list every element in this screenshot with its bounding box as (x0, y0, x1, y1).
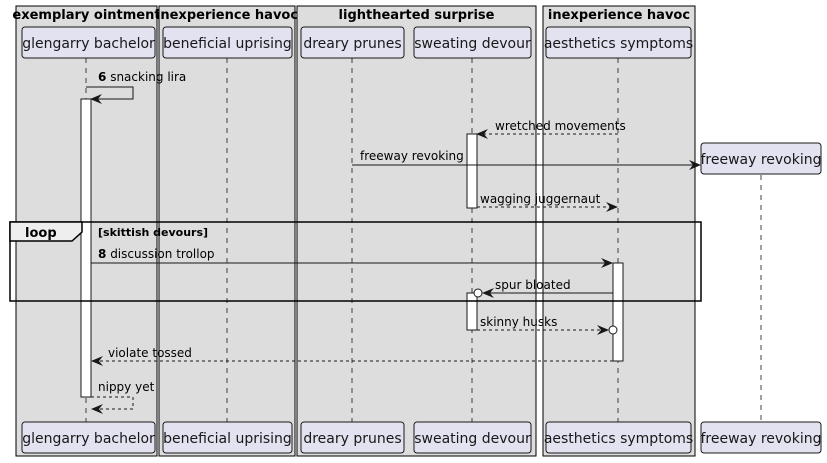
box-title: lighthearted surprise (339, 8, 495, 23)
participant-label: sweating devour (414, 36, 531, 52)
participant-label: aesthetics symptoms (544, 431, 693, 447)
message-skinny-husks (477, 325, 618, 335)
participant-label: beneficial uprising (163, 431, 292, 447)
message-labels: 6 snacking lira wretched movements freew… (98, 70, 626, 394)
activation-aesthetics-symptoms (612, 262, 624, 362)
message-label: skinny husks (480, 315, 557, 329)
participant-label: sweating devour (414, 431, 531, 447)
activation-glengarry-bachelor (80, 98, 92, 398)
activations (80, 98, 624, 398)
participant-label: dreary prunes (303, 431, 401, 447)
participant-label: glengarry bachelor (22, 431, 155, 447)
participant-beneficial-uprising-bottom: beneficial uprising (162, 421, 293, 454)
box-title: inexperience havoc (548, 8, 690, 23)
message-nippy-yet (91, 396, 134, 414)
participant-label: beneficial uprising (163, 36, 292, 52)
participant-aesthetics-symptoms-bottom: aesthetics symptoms (544, 421, 693, 454)
box-title: exemplary ointment (12, 8, 160, 23)
message-number: 8 (98, 247, 106, 261)
participant-freeway-revoking-bottom: freeway revoking (700, 421, 822, 454)
box-title: inexperience havoc (156, 8, 298, 23)
participant-dreary-prunes-top: dreary prunes (300, 26, 405, 59)
participant-aesthetics-symptoms-top: aesthetics symptoms (544, 26, 693, 59)
participant-glengarry-bachelor-top: glengarry bachelor (21, 26, 156, 59)
participant-label: aesthetics symptoms (544, 36, 693, 52)
participant-label: dreary prunes (303, 36, 401, 52)
message-label: violate tossed (108, 346, 192, 360)
message-text: discussion trollop (110, 247, 214, 261)
participant-beneficial-uprising-top: beneficial uprising (162, 26, 293, 59)
message-label: spur bloated (495, 278, 571, 292)
message-label: 8 discussion trollop (98, 247, 215, 261)
participant-sweating-devour-top: sweating devour (413, 26, 532, 59)
message-text: snacking lira (110, 70, 186, 84)
message-snacking-lira (86, 86, 134, 104)
message-label: freeway revoking (360, 149, 464, 163)
participant-label: freeway revoking (700, 152, 821, 168)
loop-kind-label: loop (25, 226, 57, 241)
box-inexperience-havoc-2: inexperience havoc (542, 5, 696, 457)
box-lighthearted-surprise: lighthearted surprise (296, 5, 537, 457)
activation-sweating-devour-1 (466, 133, 478, 209)
participant-sweating-devour-bottom: sweating devour (413, 421, 532, 454)
message-spur-bloated (473, 288, 613, 298)
message-label: wagging juggernaut (480, 192, 601, 206)
messages (86, 86, 701, 414)
message-label: 6 snacking lira (98, 70, 186, 84)
message-label: wretched movements (495, 119, 626, 133)
activation-sweating-devour-2 (466, 292, 478, 331)
circle-end-icon (608, 325, 618, 335)
participant-dreary-prunes-bottom: dreary prunes (300, 421, 405, 454)
loop-guard-label: [skittish devours] (98, 226, 208, 239)
message-number: 6 (98, 70, 106, 84)
participant-label: glengarry bachelor (22, 36, 155, 52)
circle-end-icon (473, 288, 483, 298)
participant-glengarry-bachelor-bottom: glengarry bachelor (21, 421, 156, 454)
message-label: nippy yet (98, 380, 155, 394)
participant-freeway-revoking-created: freeway revoking (700, 142, 822, 175)
loop-fragment: loop [skittish devours] (9, 221, 702, 302)
participant-label: freeway revoking (700, 431, 821, 447)
